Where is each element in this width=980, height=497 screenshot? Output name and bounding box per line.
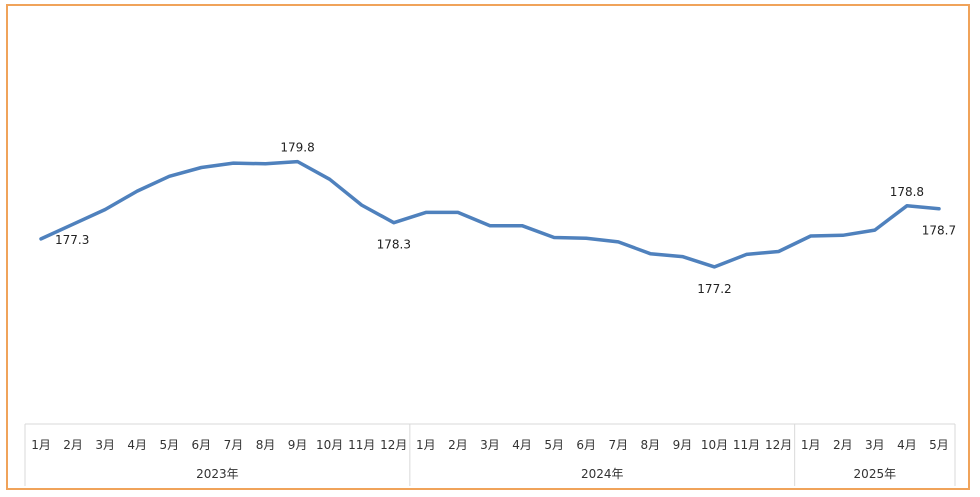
x-tick-label: 8月 <box>641 438 661 452</box>
x-tick-label: 9月 <box>288 438 308 452</box>
x-tick-label: 5月 <box>159 438 179 452</box>
data-label: 179.8 <box>280 141 314 155</box>
x-tick-label: 11月 <box>348 438 375 452</box>
x-tick-label: 3月 <box>480 438 500 452</box>
data-label: 178.8 <box>890 185 924 199</box>
x-tick-label: 2月 <box>63 438 83 452</box>
x-tick-label: 5月 <box>929 438 949 452</box>
group-label: 2024年 <box>581 467 624 481</box>
data-label: 177.2 <box>697 282 731 296</box>
x-tick-label: 3月 <box>865 438 885 452</box>
x-tick-label: 1月 <box>416 438 436 452</box>
x-tick-label: 6月 <box>192 438 212 452</box>
x-tick-label: 12月 <box>765 438 792 452</box>
x-tick-label: 11月 <box>733 438 760 452</box>
x-tick-label: 12月 <box>380 438 407 452</box>
x-tick-label: 7月 <box>224 438 244 452</box>
x-tick-label: 10月 <box>701 438 728 452</box>
group-label: 2025年 <box>854 467 897 481</box>
data-label: 178.3 <box>377 238 411 252</box>
x-tick-label: 3月 <box>95 438 115 452</box>
line-layer <box>39 159 941 269</box>
x-tick-label: 4月 <box>897 438 917 452</box>
x-tick-label: 10月 <box>316 438 343 452</box>
category-axis-table: 1月 2月 3月 4月 5月 6月 7月 8月 9月 10月 11月 12月 1月 2月 3月 4月 5月 6月 7… <box>24 423 956 486</box>
data-label-layer: 177.3 179.8 178.3 177.2 178.8 178.7 <box>55 141 956 296</box>
x-tick-label: 2月 <box>448 438 468 452</box>
x-tick-label: 4月 <box>512 438 532 452</box>
x-tick-label: 9月 <box>673 438 693 452</box>
series-line <box>39 159 941 269</box>
x-tick-label: 5月 <box>544 438 564 452</box>
x-tick-label: 2月 <box>833 438 853 452</box>
x-tick-label: 6月 <box>576 438 596 452</box>
x-tick-label: 8月 <box>256 438 276 452</box>
x-tick-label: 1月 <box>801 438 821 452</box>
x-tick-label: 1月 <box>31 438 51 452</box>
chart-frame <box>6 4 970 490</box>
x-tick-label: 7月 <box>608 438 628 452</box>
data-label: 177.3 <box>55 233 89 247</box>
group-label: 2023年 <box>196 467 239 481</box>
data-label: 178.7 <box>922 224 956 238</box>
x-tick-label: 4月 <box>127 438 147 452</box>
